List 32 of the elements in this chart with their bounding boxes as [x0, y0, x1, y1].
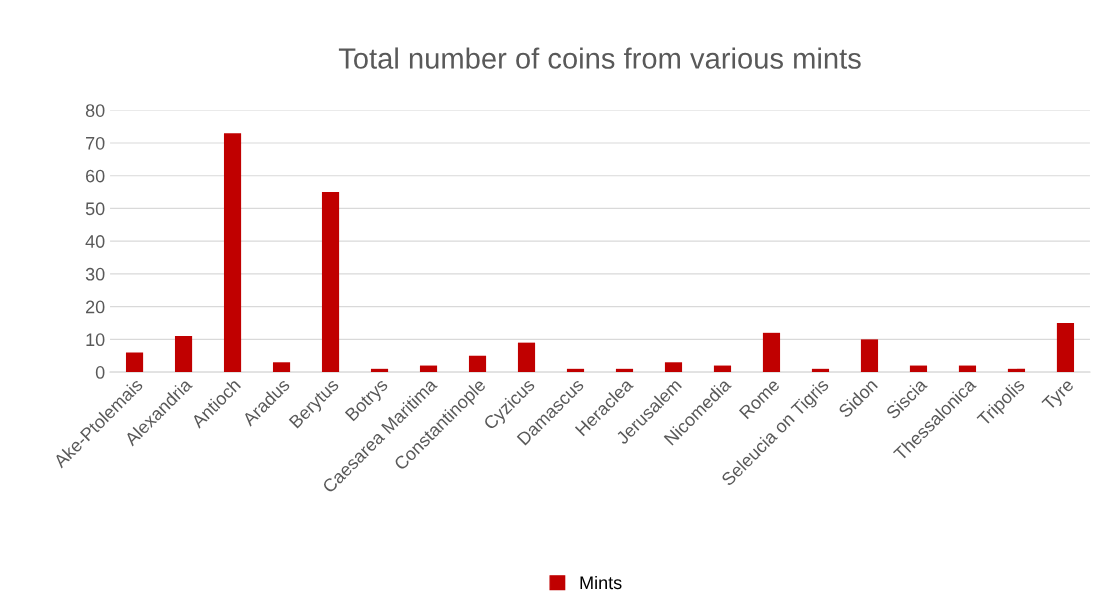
y-tick-label: 30: [85, 267, 105, 281]
y-tick-label: 10: [86, 333, 105, 347]
bar: [517, 342, 536, 373]
bar: [713, 365, 732, 373]
y-tick-label: 40: [85, 235, 105, 248]
y-tick-label: 60: [86, 169, 105, 183]
x-tick-label: Tyre: [1041, 377, 1077, 414]
y-tick-label: 70: [86, 136, 105, 150]
legend-label: Mints: [580, 575, 622, 590]
bar: [321, 192, 340, 373]
y-tick-label: 50: [85, 202, 105, 216]
y-tick-label: 80: [85, 104, 105, 117]
bar: [419, 365, 438, 373]
bar: [860, 339, 879, 373]
bar: [811, 368, 830, 373]
bar: [125, 352, 144, 373]
chart-title: Total number of coins from various mints: [338, 47, 861, 69]
bar: [615, 368, 634, 373]
bar: [174, 336, 193, 373]
bar: [958, 365, 977, 373]
bar: [762, 332, 781, 373]
bar: [1056, 323, 1075, 373]
bar: [909, 365, 928, 373]
bar: [566, 368, 585, 373]
y-tick-label: 20: [86, 300, 105, 314]
bar: [664, 362, 683, 373]
y-tick-label: 0: [95, 366, 105, 379]
bar: [468, 355, 487, 373]
bar: [223, 133, 242, 373]
bar: [370, 368, 389, 373]
bar: [1007, 368, 1026, 373]
bar: [272, 362, 291, 373]
